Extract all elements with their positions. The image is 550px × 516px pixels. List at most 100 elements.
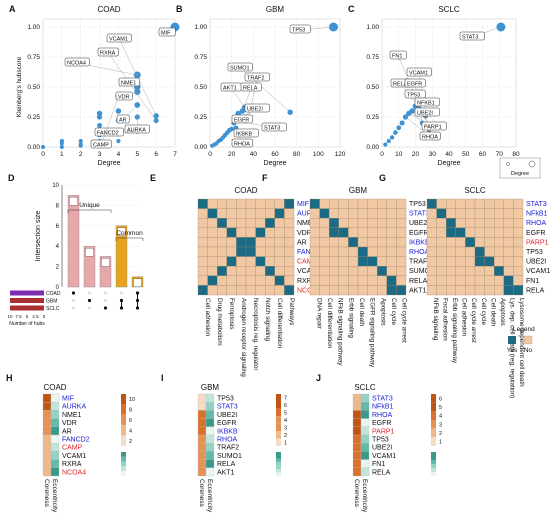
hub-label-box — [106, 33, 132, 43]
heatmap-cell — [284, 256, 295, 267]
row-label: MIF — [297, 201, 309, 208]
hub-label-box — [231, 138, 253, 148]
data-point — [78, 142, 83, 147]
heatmap-cell — [426, 266, 437, 276]
heatmap-cell — [455, 285, 466, 296]
color-scale-segment — [431, 420, 436, 429]
heatmap-cell — [348, 227, 359, 238]
heatmap-cell — [236, 285, 247, 296]
heatmap-cell — [245, 198, 256, 209]
color-scale-segment — [431, 460, 436, 464]
heatmap-cell — [265, 227, 275, 238]
hub-label: RHOA — [234, 142, 250, 148]
column-label: Coreness — [353, 479, 360, 508]
heatmap-cell — [455, 246, 466, 257]
heatmap-cell — [436, 237, 447, 248]
row-label: STAT3 — [372, 396, 393, 403]
panel-letter: D — [8, 173, 15, 183]
row-label: IKBKB — [409, 239, 430, 246]
data-point — [59, 145, 64, 149]
row-label: NCOA4 — [297, 287, 321, 294]
set-axis-tick: 0 — [43, 314, 46, 319]
heatmap-cell — [205, 451, 215, 460]
membership-dot — [103, 306, 108, 310]
heatmap-cell — [265, 218, 275, 228]
x-tick-label: 40 — [250, 151, 258, 158]
hub-label: FANCD2 — [97, 131, 119, 137]
legend-no-label: No — [524, 347, 533, 354]
heatmap-cell — [474, 227, 485, 238]
heatmap-cell — [50, 443, 60, 452]
row-label: RELA — [526, 287, 545, 294]
hub-label: UBE2I — [417, 111, 433, 117]
heatmap-cell — [436, 285, 447, 296]
heatmap-cell — [348, 208, 359, 219]
y-tick-label: 0.25 — [27, 114, 40, 121]
heatmap-cell — [226, 227, 237, 238]
heatmap-cell — [377, 285, 387, 296]
panel-letter: G — [379, 173, 386, 183]
heatmap-cell — [465, 237, 476, 248]
y-tick-label: 4 — [56, 244, 60, 250]
heatmap-cell — [494, 246, 504, 257]
heatmap-cell — [377, 198, 387, 209]
hub-label: CAMP — [93, 143, 109, 149]
heatmap-cell — [197, 402, 207, 411]
heatmap-cell — [338, 275, 349, 286]
column-label: Pathways — [288, 298, 295, 325]
color-scale-segment — [276, 423, 281, 432]
data-point — [389, 135, 395, 140]
heatmap-cell — [396, 208, 407, 219]
row-label: RHOA — [409, 249, 430, 256]
heatmap-cell — [207, 256, 218, 267]
heatmap-cell — [284, 218, 295, 228]
column-label: Coreness — [43, 479, 50, 508]
heatmap-cell — [319, 198, 330, 209]
heatmap-cell — [245, 237, 256, 248]
hub-label: VDR — [118, 95, 130, 101]
heatmap-cell — [50, 410, 60, 419]
color-scale-segment — [276, 472, 281, 476]
heatmap-cell — [217, 266, 227, 276]
heatmap-cell — [42, 451, 52, 460]
hub-label-box — [158, 27, 176, 37]
heatmap-cell — [367, 285, 378, 296]
heatmap-cell — [503, 208, 514, 219]
hub-label: NFKB1 — [417, 101, 435, 107]
color-scale-segment — [276, 416, 281, 424]
heatmap-cell — [284, 246, 295, 257]
color-scale-segment — [121, 452, 126, 457]
panel-title: GBM — [266, 5, 285, 14]
heatmap-cell — [484, 237, 495, 248]
heatmap-cell — [197, 285, 208, 296]
heatmap-cell — [217, 256, 227, 267]
heatmap-cell — [274, 198, 285, 209]
y-tick-label: 2 — [56, 265, 60, 271]
heatmap-cell — [274, 218, 285, 228]
heatmap-cell — [465, 218, 476, 228]
hub-label-box — [419, 131, 441, 141]
heatmap-cell — [284, 237, 295, 248]
color-scale-tick: 4 — [439, 414, 442, 420]
hub-label-box — [404, 89, 426, 99]
row-label: CAMP — [62, 445, 83, 452]
hub-label-box — [289, 24, 311, 34]
heatmap-cell — [245, 285, 256, 296]
heatmap-cell — [474, 256, 485, 267]
hub-label-box — [124, 124, 150, 134]
heatmap-cell — [42, 467, 52, 477]
y-tick-label: 0.75 — [27, 54, 40, 61]
color-scale-segment — [121, 394, 126, 405]
heatmap-cell — [446, 266, 456, 276]
x-tick-label: 100 — [313, 151, 324, 158]
common-label: Common — [116, 230, 143, 237]
heatmap-cell — [255, 285, 266, 296]
heatmap-cell — [338, 218, 349, 228]
heatmap-cell — [367, 246, 378, 257]
heatmap-cell — [455, 227, 466, 238]
legend-title: Legend — [513, 326, 535, 333]
color-scale-tick: 6 — [284, 403, 287, 409]
heatmap-cell — [329, 227, 339, 238]
